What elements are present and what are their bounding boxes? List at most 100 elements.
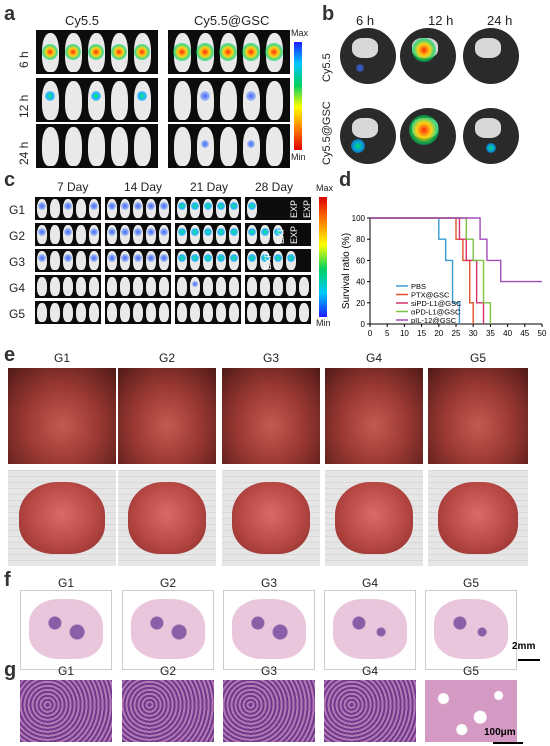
mouse-silhouette	[146, 277, 156, 296]
fluorescence-spot	[178, 202, 186, 210]
panel-a-row-6h: 6 h	[17, 51, 31, 68]
excised-lung-photo	[8, 470, 116, 566]
mouse-image-panel: EXPEXPEXP	[245, 197, 311, 220]
mouse-silhouette	[63, 303, 73, 322]
fluorescence-spot	[45, 91, 55, 101]
mouse-silhouette	[286, 303, 296, 322]
he-section	[122, 590, 214, 670]
mouse-silhouette	[174, 127, 191, 166]
panel-f-scale-text: 2mm	[512, 641, 536, 652]
panel-e-col-g2: G2	[159, 351, 176, 365]
fluorescence-spot	[274, 254, 282, 262]
lung	[334, 481, 414, 555]
fluorescence-spot	[247, 140, 255, 148]
mouse-silhouette	[177, 277, 187, 296]
panel-c-colorbar-max: Max	[316, 183, 334, 193]
mouse-silhouette	[266, 81, 283, 120]
panel-c-row-g2: G2	[9, 229, 26, 243]
panel-a-colorbar-min: Min	[291, 152, 306, 162]
he-micrograph	[425, 680, 517, 742]
fluorescence-spot	[147, 202, 155, 210]
x-tick-label: 25	[452, 329, 461, 338]
y-tick-label: 20	[356, 299, 365, 308]
mouse-silhouette	[76, 303, 86, 322]
mouse-silhouette	[216, 277, 226, 296]
mouse-silhouette	[120, 303, 130, 322]
mouse-silhouette	[260, 303, 270, 322]
x-tick-label: 50	[538, 329, 547, 338]
panel-b-col-24h: 24 h	[487, 13, 513, 28]
fluorescence-spot	[90, 228, 98, 236]
x-tick-label: 30	[469, 329, 478, 338]
fluorescence-spot	[356, 64, 364, 72]
panel-c-label: c	[4, 169, 16, 191]
y-axis-label: Survival ratio (%)	[341, 233, 352, 309]
panel-f-col-g5: G5	[463, 576, 480, 590]
mouse-silhouette	[133, 277, 143, 296]
he-micrograph	[324, 680, 416, 742]
fluorescence-spot	[204, 202, 212, 210]
mouse-image-panel	[35, 249, 101, 272]
panel-a-label: a	[4, 3, 16, 25]
fluorescence-spot	[111, 44, 127, 60]
fluorescence-spot	[160, 254, 168, 262]
panel-f-col-g2: G2	[160, 576, 177, 590]
panel-g-scale-text: 100μm	[484, 727, 516, 738]
lung-section	[29, 599, 103, 659]
fluorescence-spot	[248, 202, 256, 210]
lung-section	[131, 599, 205, 659]
panel-c-col-7day: 7 Day	[57, 180, 89, 194]
mouse-silhouette	[120, 277, 130, 296]
fluorescence-spot	[121, 254, 129, 262]
he-section	[20, 590, 112, 670]
fluorescence-spot	[248, 228, 256, 236]
mouse-silhouette	[229, 303, 239, 322]
mouse-silhouette	[190, 303, 200, 322]
mouse-silhouette	[37, 277, 47, 296]
panel-c-row-g1: G1	[9, 203, 26, 217]
lung	[231, 481, 311, 555]
mouse-silhouette	[65, 127, 82, 166]
panel-f-scale-bar	[518, 659, 540, 661]
fluorescence-spot	[178, 228, 186, 236]
fluorescence-spot	[90, 202, 98, 210]
mouse-silhouette	[76, 199, 86, 218]
panel-a-group-1: Cy5.5	[65, 13, 99, 28]
mouse-silhouette	[65, 81, 82, 120]
he-section	[425, 590, 517, 670]
he-section	[324, 590, 416, 670]
x-tick-label: 35	[486, 329, 495, 338]
mouse-silhouette	[76, 251, 86, 270]
fluorescence-spot	[137, 91, 147, 101]
mouse-image-panel: EXP EXP	[245, 223, 311, 246]
panel-f-col-g3: G3	[261, 576, 278, 590]
excised-lung-photo	[325, 470, 423, 566]
mouse-silhouette	[203, 303, 213, 322]
mouse-silhouette	[89, 303, 99, 322]
legend-label: αPD-L1@GSC	[411, 308, 461, 317]
fluorescence-spot	[204, 228, 212, 236]
mouse-silhouette	[159, 277, 169, 296]
mouse-silhouette	[220, 127, 237, 166]
fluorescence-spot	[134, 254, 142, 262]
mouse-image-panel	[245, 275, 311, 298]
mouse-silhouette	[76, 225, 86, 244]
panel-f-col-g1: G1	[58, 576, 75, 590]
in-situ-lung-photo	[118, 368, 216, 464]
lung-section	[232, 599, 306, 659]
fluorescence-spot	[191, 202, 199, 210]
mouse-silhouette	[266, 127, 283, 166]
panel-g-label: g	[4, 659, 17, 681]
organ-dish	[463, 108, 519, 164]
in-situ-lung-photo	[325, 368, 423, 464]
fluorescence-spot	[265, 43, 283, 61]
fluorescence-spot	[108, 228, 116, 236]
fluorescence-spot	[121, 228, 129, 236]
fluorescence-spot	[121, 202, 129, 210]
mouse-image-panel	[36, 124, 158, 168]
mouse-silhouette	[273, 303, 283, 322]
exp-label: EXP	[263, 251, 274, 271]
y-tick-label: 80	[356, 235, 365, 244]
panel-b-col-6h: 6 h	[356, 13, 375, 28]
panel-e-label: e	[4, 344, 16, 366]
